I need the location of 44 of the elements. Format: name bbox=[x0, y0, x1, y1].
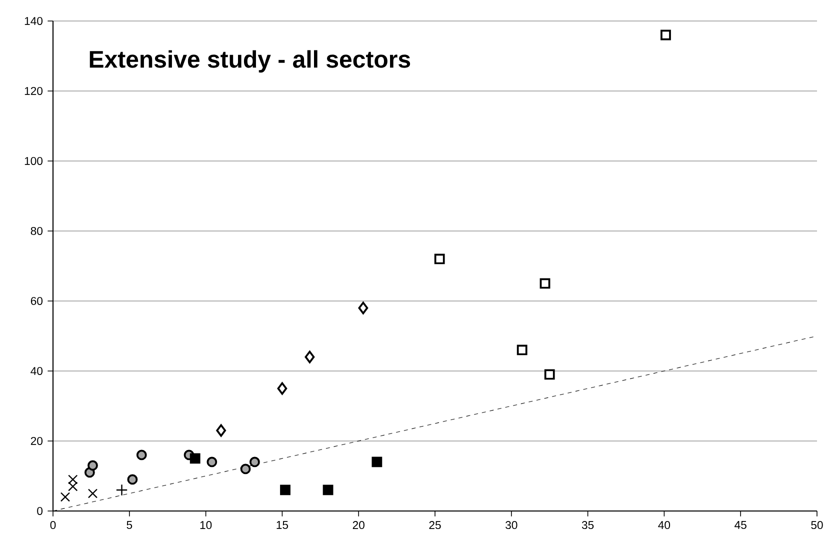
x-tick-label: 45 bbox=[734, 521, 746, 529]
x-tick-label: 50 bbox=[811, 521, 823, 530]
y-tick-label: 80 bbox=[30, 226, 43, 235]
x-tick-label: 0 bbox=[50, 521, 56, 530]
point bbox=[127, 474, 138, 485]
x-tick-label: 10 bbox=[200, 521, 212, 530]
y-tick-label: 140 bbox=[24, 16, 43, 25]
point bbox=[540, 278, 550, 289]
x-tick-label: 20 bbox=[352, 521, 364, 530]
point bbox=[358, 302, 368, 314]
y-tick-label: 120 bbox=[24, 86, 43, 95]
x-tick-label: 25 bbox=[429, 521, 441, 530]
point bbox=[68, 474, 78, 484]
point bbox=[240, 464, 251, 474]
x-tick-label: 35 bbox=[582, 521, 594, 530]
point bbox=[190, 453, 200, 464]
y-tick-label: 0 bbox=[37, 506, 43, 515]
point bbox=[88, 488, 98, 498]
point bbox=[280, 484, 290, 496]
point bbox=[544, 369, 555, 380]
x-tick-label: 30 bbox=[506, 521, 518, 530]
point bbox=[60, 492, 70, 502]
point bbox=[250, 456, 260, 468]
point bbox=[322, 484, 334, 496]
point bbox=[216, 424, 226, 437]
x-tick-label: 40 bbox=[658, 521, 670, 530]
point bbox=[277, 382, 288, 395]
point bbox=[304, 350, 315, 364]
point bbox=[372, 456, 382, 468]
y-tick-label: 60 bbox=[30, 296, 43, 305]
point bbox=[68, 482, 78, 492]
y-tick-label: 20 bbox=[30, 436, 43, 445]
y-tick-label: 40 bbox=[30, 366, 43, 375]
text: Extensive study - all sectors bbox=[90, 50, 410, 73]
x-tick-label: 5 bbox=[126, 521, 132, 529]
point bbox=[88, 460, 98, 471]
point bbox=[206, 456, 218, 468]
point bbox=[136, 450, 147, 460]
x-tick-label: 15 bbox=[276, 521, 288, 529]
point bbox=[660, 30, 671, 40]
point bbox=[116, 484, 128, 496]
point bbox=[516, 344, 528, 356]
point bbox=[434, 254, 445, 264]
y-tick-label: 100 bbox=[24, 156, 43, 165]
